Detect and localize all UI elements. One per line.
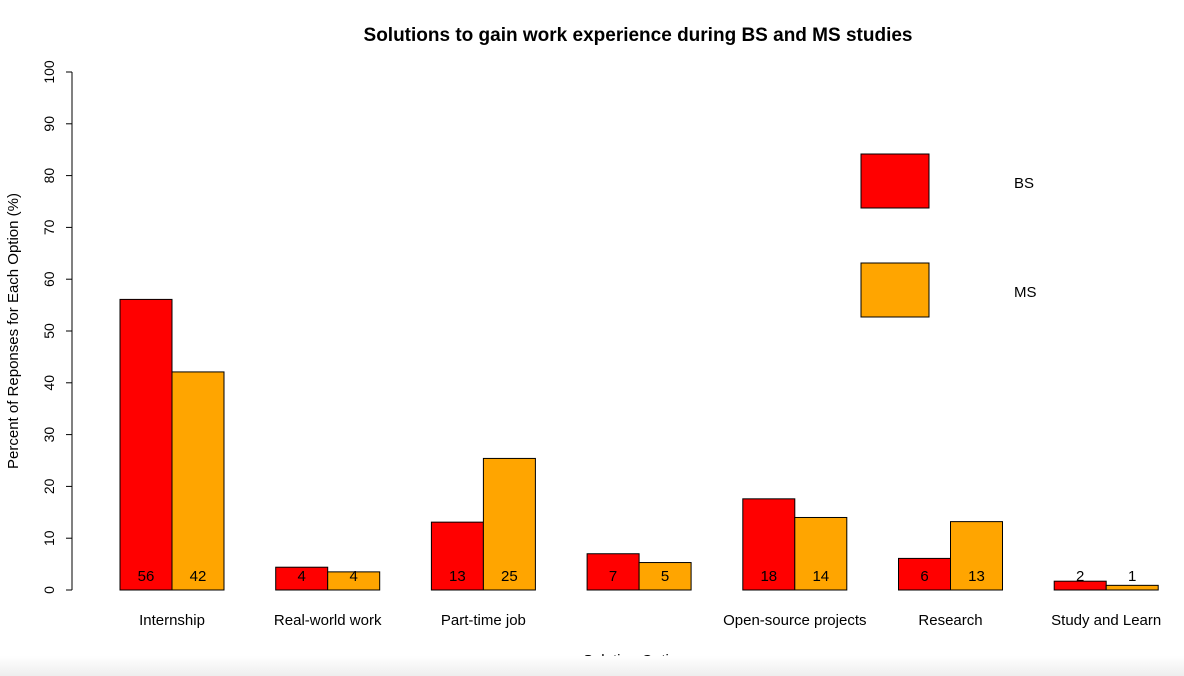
y-tick-label: 30: [41, 427, 57, 443]
x-tick-label: Open-source projects: [723, 612, 866, 629]
bar-value-label: 4: [298, 568, 306, 585]
category-labels: Internship Real-world work Part-time job Op…: [139, 612, 1161, 629]
bar-value-label: 14: [812, 568, 829, 585]
bar: [119, 298, 173, 591]
y-tick-label: 10: [41, 530, 57, 546]
window-bottom-edge: [0, 656, 1184, 676]
bar-value-label: 25: [501, 568, 518, 585]
bar-value-label: 6: [920, 568, 928, 585]
bar: [482, 457, 536, 591]
y-tick-label: 70: [41, 219, 57, 235]
bar-labels: 56 42 4 4 13 25 7 5 18 14 6 13 2 1: [138, 568, 1137, 585]
bar-value-label: 13: [968, 568, 985, 585]
bar-value-label: 1: [1128, 568, 1136, 585]
legend-label: MS: [1014, 284, 1037, 301]
y-axis: 0 10 20 30 40 50 60 70 80 90 100: [41, 60, 73, 594]
bar: [950, 521, 1003, 591]
x-tick-label: Research: [918, 612, 982, 629]
bar-value-label: 56: [138, 568, 155, 585]
bar-value-label: 7: [609, 568, 617, 585]
bar: [794, 516, 848, 591]
legend-label: BS: [1014, 175, 1034, 192]
bar-value-label: 2: [1076, 568, 1084, 585]
x-tick-label: Real-world work: [274, 612, 382, 629]
bar-value-label: 5: [661, 568, 669, 585]
y-tick-label: 20: [41, 478, 57, 494]
y-tick-label: 40: [41, 375, 57, 391]
y-tick-label: 80: [41, 168, 57, 184]
bar-value-label: 42: [190, 568, 207, 585]
y-axis-label: Percent of Reponses for Each Option (%): [5, 193, 22, 469]
bar-value-label: 4: [350, 568, 358, 585]
bar-value-label: 18: [760, 568, 777, 585]
chart-title: Solutions to gain work experience during…: [364, 25, 913, 46]
x-tick-label: Study and Learn: [1051, 612, 1161, 629]
bar: [1105, 584, 1159, 591]
y-tick-label: 100: [41, 60, 57, 84]
x-tick-label: Internship: [139, 612, 205, 629]
legend-swatch: [860, 262, 930, 318]
y-tick-label: 0: [41, 586, 57, 594]
y-tick-label: 60: [41, 271, 57, 287]
x-tick-label: Part-time job: [441, 612, 526, 629]
bar: [327, 571, 381, 591]
legend: BS MS: [860, 153, 1037, 318]
legend-swatch: [860, 153, 930, 209]
y-tick-label: 50: [41, 323, 57, 339]
bar: [638, 562, 692, 591]
y-tick-label: 90: [41, 116, 57, 132]
bar-value-label: 13: [449, 568, 466, 585]
bars: [119, 298, 1159, 591]
bar: [171, 371, 225, 591]
